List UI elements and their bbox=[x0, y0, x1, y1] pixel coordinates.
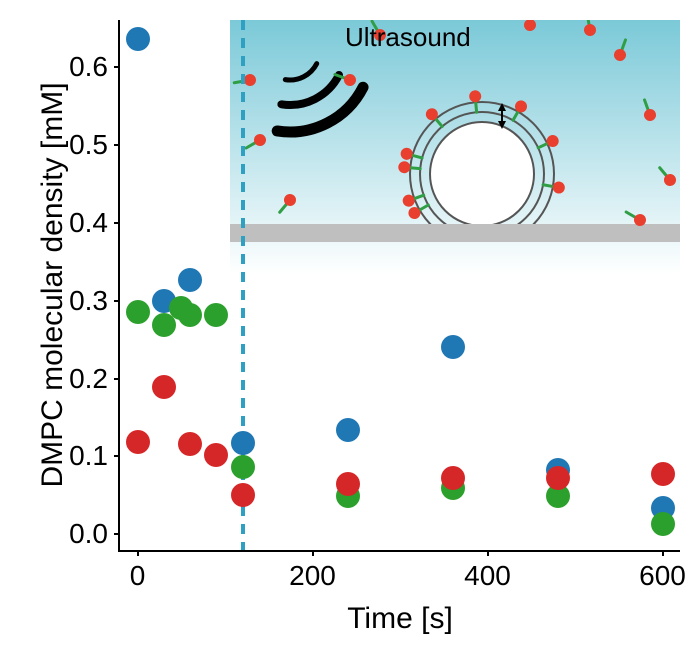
data-point-red bbox=[152, 375, 176, 399]
data-point-blue bbox=[336, 418, 360, 442]
vline-dash bbox=[241, 56, 245, 66]
vline-dash bbox=[241, 542, 245, 550]
x-tick-label: 200 bbox=[289, 560, 336, 592]
data-point-red bbox=[651, 462, 675, 486]
vline-dash bbox=[241, 92, 245, 102]
vline-dash bbox=[241, 380, 245, 390]
vline-dash bbox=[241, 200, 245, 210]
x-axis-label: Time [s] bbox=[347, 602, 453, 636]
vline-dash bbox=[241, 362, 245, 372]
data-point-green bbox=[178, 303, 202, 327]
x-tick-label: 400 bbox=[464, 560, 511, 592]
x-tick bbox=[487, 550, 489, 556]
inset-label-ultrasound: Ultrasound bbox=[345, 22, 471, 53]
data-point-blue bbox=[126, 27, 150, 51]
data-point-red bbox=[204, 443, 228, 467]
data-point-red bbox=[178, 432, 202, 456]
y-tick-label: 0.5 bbox=[69, 129, 108, 161]
vline-dash bbox=[241, 128, 245, 138]
y-tick-label: 0.1 bbox=[69, 440, 108, 472]
y-axis-spine bbox=[118, 20, 120, 552]
vline-dash bbox=[241, 416, 245, 426]
vline-dash bbox=[241, 182, 245, 192]
vline-dash bbox=[241, 20, 245, 30]
vline-dash bbox=[241, 308, 245, 318]
x-axis-spine bbox=[120, 550, 680, 552]
data-point-green bbox=[126, 300, 150, 324]
data-point-red bbox=[546, 466, 570, 490]
vline-dash bbox=[241, 146, 245, 156]
data-point-red bbox=[231, 483, 255, 507]
vline-dash bbox=[241, 290, 245, 300]
data-point-red bbox=[126, 430, 150, 454]
data-point-blue bbox=[231, 431, 255, 455]
vline-dash bbox=[241, 524, 245, 534]
x-tick-label: 600 bbox=[639, 560, 686, 592]
data-point-green bbox=[651, 512, 675, 536]
vline-dash bbox=[241, 272, 245, 282]
vline-dash bbox=[241, 74, 245, 84]
figure-root: Ultrasound 0 200 400 600 0.0 0.1 0.2 0.3 0.4 0.5… bbox=[0, 0, 700, 659]
vline-dash bbox=[241, 344, 245, 354]
y-tick-label: 0.3 bbox=[69, 285, 108, 317]
data-point-red bbox=[336, 472, 360, 496]
vline-dash bbox=[241, 254, 245, 264]
x-tick bbox=[137, 550, 139, 556]
y-tick bbox=[114, 144, 120, 146]
y-tick bbox=[114, 300, 120, 302]
vline-dash bbox=[241, 236, 245, 246]
y-tick bbox=[114, 455, 120, 457]
y-tick bbox=[114, 66, 120, 68]
y-tick-label: 0.0 bbox=[69, 518, 108, 550]
data-point-blue bbox=[178, 268, 202, 292]
y-tick-label: 0.4 bbox=[69, 207, 108, 239]
x-tick-label: 0 bbox=[130, 560, 146, 592]
y-tick-label: 0.6 bbox=[69, 51, 108, 83]
vline-dash bbox=[241, 398, 245, 408]
x-tick bbox=[312, 550, 314, 556]
vline-dash bbox=[241, 326, 245, 336]
y-tick-label: 0.2 bbox=[69, 363, 108, 395]
y-axis-label: DMPC molecular density [mM] bbox=[36, 82, 70, 487]
data-point-blue bbox=[441, 335, 465, 359]
y-tick bbox=[114, 222, 120, 224]
inset-diagram bbox=[230, 20, 680, 275]
x-tick bbox=[662, 550, 664, 556]
vline-dash bbox=[241, 164, 245, 174]
data-point-red bbox=[441, 466, 465, 490]
vline-dash bbox=[241, 110, 245, 120]
data-point-green bbox=[204, 303, 228, 327]
data-point-green bbox=[231, 455, 255, 479]
y-tick bbox=[114, 533, 120, 535]
y-tick bbox=[114, 378, 120, 380]
vline-dash bbox=[241, 38, 245, 48]
vline-dash bbox=[241, 506, 245, 516]
vline-dash bbox=[241, 218, 245, 228]
